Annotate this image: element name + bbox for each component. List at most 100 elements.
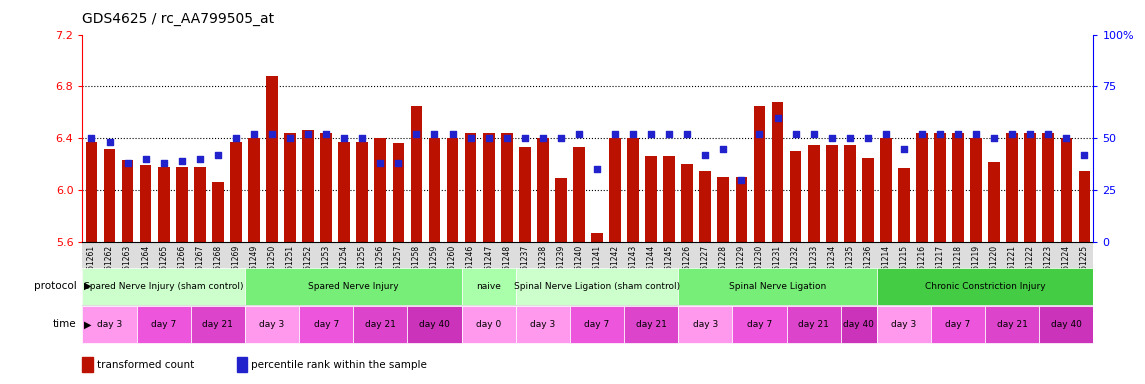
Point — [534, 135, 552, 141]
Text: day 40: day 40 — [1051, 320, 1082, 329]
Point — [949, 131, 968, 137]
Point — [894, 146, 913, 152]
Bar — [335, 242, 354, 321]
Bar — [263, 242, 281, 321]
Point — [389, 160, 408, 166]
Point — [642, 131, 661, 137]
Text: day 21: day 21 — [997, 320, 1028, 329]
Bar — [173, 242, 191, 321]
Bar — [624, 242, 642, 321]
Text: day 3: day 3 — [891, 320, 916, 329]
Text: day 3: day 3 — [97, 320, 123, 329]
Text: day 21: day 21 — [203, 320, 234, 329]
Bar — [733, 242, 750, 321]
Bar — [700, 170, 711, 242]
Text: day 21: day 21 — [365, 320, 396, 329]
Point — [281, 135, 299, 141]
Text: Spinal Nerve Ligation: Spinal Nerve Ligation — [729, 281, 827, 291]
Bar — [790, 151, 802, 242]
Bar — [678, 242, 696, 321]
Bar — [194, 167, 206, 242]
Point — [1021, 131, 1040, 137]
Bar — [212, 182, 223, 242]
Bar — [155, 242, 173, 321]
Point — [750, 131, 768, 137]
Bar — [266, 76, 278, 242]
Bar — [515, 242, 534, 321]
Bar — [985, 242, 1003, 321]
Point — [787, 131, 805, 137]
Bar — [408, 306, 461, 343]
Point — [985, 135, 1003, 141]
Bar — [589, 242, 606, 321]
Bar — [500, 133, 513, 242]
Point — [208, 152, 227, 158]
Point — [1057, 135, 1075, 141]
Bar — [82, 242, 101, 321]
Bar — [805, 242, 822, 321]
Point — [913, 131, 931, 137]
Point — [515, 135, 534, 141]
Bar — [826, 145, 837, 242]
Text: day 7: day 7 — [584, 320, 609, 329]
Point — [173, 158, 191, 164]
Text: day 3: day 3 — [693, 320, 718, 329]
Bar — [119, 242, 136, 321]
Point — [101, 139, 119, 146]
Bar — [881, 138, 892, 242]
Text: day 21: day 21 — [635, 320, 666, 329]
Bar — [86, 142, 97, 242]
Point — [840, 135, 859, 141]
Point — [82, 135, 101, 141]
Bar — [678, 268, 877, 305]
Point — [805, 131, 823, 137]
Bar — [465, 133, 476, 242]
Bar — [953, 133, 964, 242]
Point — [714, 146, 733, 152]
Text: day 3: day 3 — [530, 320, 555, 329]
Bar — [1079, 170, 1090, 242]
Bar — [624, 306, 678, 343]
Point — [155, 160, 173, 166]
Bar — [970, 138, 982, 242]
Point — [733, 177, 751, 183]
Bar — [949, 242, 968, 321]
Bar — [354, 242, 371, 321]
Bar — [371, 242, 389, 321]
Bar — [302, 131, 314, 242]
Bar — [411, 106, 423, 242]
Bar — [317, 242, 335, 321]
Bar — [787, 306, 840, 343]
Bar — [82, 357, 93, 372]
Point — [136, 156, 155, 162]
Point — [931, 131, 949, 137]
Point — [443, 131, 461, 137]
Point — [624, 131, 642, 137]
Bar — [82, 268, 245, 305]
Text: day 7: day 7 — [946, 320, 971, 329]
Text: day 7: day 7 — [314, 320, 339, 329]
Bar — [447, 138, 458, 242]
Point — [696, 152, 714, 158]
Bar — [877, 242, 895, 321]
Bar — [1060, 138, 1072, 242]
Bar — [299, 242, 317, 321]
Bar — [1040, 306, 1093, 343]
Bar — [931, 306, 985, 343]
Bar — [104, 149, 116, 242]
Bar — [1021, 242, 1040, 321]
Bar — [519, 147, 530, 242]
Point — [859, 135, 877, 141]
Bar — [750, 242, 768, 321]
Text: day 40: day 40 — [419, 320, 450, 329]
Bar — [227, 242, 245, 321]
Point — [570, 131, 589, 137]
Bar — [627, 138, 639, 242]
Bar — [393, 143, 404, 242]
Bar — [284, 133, 295, 242]
Bar — [498, 242, 515, 321]
Bar — [696, 242, 714, 321]
Text: day 3: day 3 — [260, 320, 285, 329]
Point — [408, 131, 426, 137]
Point — [552, 135, 570, 141]
